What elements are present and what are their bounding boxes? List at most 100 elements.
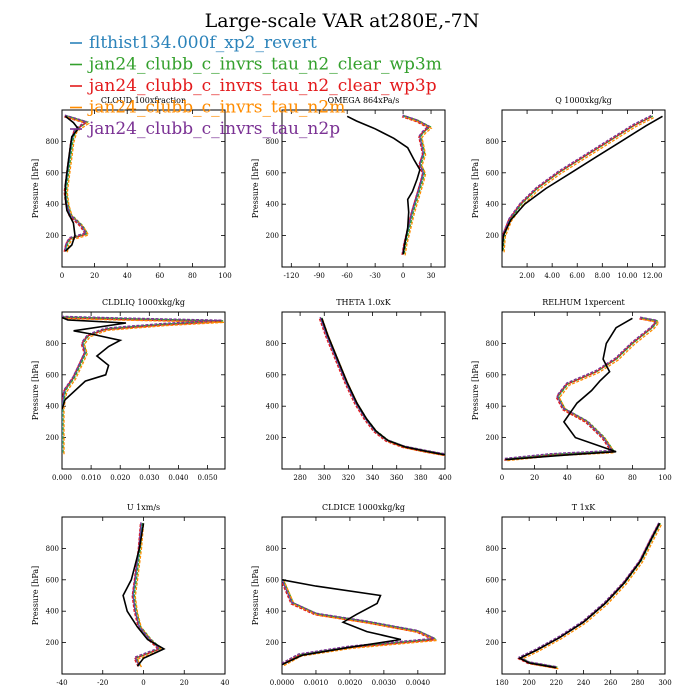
y-tick-label: 800 xyxy=(266,138,279,146)
series-line-control xyxy=(62,316,127,410)
series-line-jan24-clubb-c-invrs-tau-n2m xyxy=(134,524,164,668)
x-tick-label: 12.00 xyxy=(642,272,662,280)
plot-frame xyxy=(61,109,226,268)
series-line-control xyxy=(517,522,661,669)
figure-title: Large-scale VAR at280E,-7N xyxy=(205,10,480,32)
plot-frame xyxy=(61,311,226,470)
y-tick-label: 400 xyxy=(486,608,499,616)
y-tick-label: 200 xyxy=(486,434,499,442)
y-tick-label: 800 xyxy=(486,545,499,553)
y-tick-label: 200 xyxy=(486,639,499,647)
y-tick-label: 600 xyxy=(46,371,59,379)
x-tick-label: 400 xyxy=(438,474,451,482)
y-tick-label: 800 xyxy=(266,340,279,348)
x-tick-label: -20 xyxy=(97,679,108,687)
panel-cldice: CLDICE 1000xkg/kg Pressure [hPa] 200 400 600… xyxy=(251,503,446,687)
x-tick-label: 0 xyxy=(401,272,405,280)
x-tick-label: 320 xyxy=(342,474,355,482)
series-line-jan24-clubb-c-invrs-tau-n2p xyxy=(401,114,430,254)
y-tick-label: 200 xyxy=(46,232,59,240)
plot-frame xyxy=(501,109,666,268)
x-tick-label: 0.010 xyxy=(81,474,101,482)
panel-title: CLDICE 1000xkg/kg xyxy=(322,503,405,512)
series-line-jan24-clubb-c-invrs-tau-n2-clear-wp3m xyxy=(321,317,445,455)
y-axis-label: Pressure [hPa] xyxy=(31,566,40,626)
y-tick-label: 800 xyxy=(266,545,279,553)
legend: flthist134.000f_xp2_revertjan24_clubb_c_… xyxy=(70,33,442,139)
panel-u: U 1xm/s Pressure [hPa] 200 400 600 800 -40 -20 0… xyxy=(31,503,229,687)
x-tick-label: 340 xyxy=(366,474,379,482)
x-tick-label: 100 xyxy=(218,272,231,280)
y-tick-label: 200 xyxy=(266,639,279,647)
series-line-jan24-clubb-c-invrs-tau-n2-clear-wp3m xyxy=(62,316,224,453)
panel-title: CLDLIQ 1000xkg/kg xyxy=(102,298,185,307)
x-tick-label: 0 xyxy=(500,474,504,482)
y-axis-label: Pressure [hPa] xyxy=(31,159,40,219)
x-tick-label: 60 xyxy=(595,474,604,482)
y-tick-label: 600 xyxy=(266,169,279,177)
series-line-jan24-clubb-c-invrs-tau-n2p xyxy=(502,114,653,251)
x-tick-label: 40 xyxy=(123,272,132,280)
series-line-control xyxy=(122,523,166,667)
x-tick-label: -40 xyxy=(56,679,67,687)
series-line-jan24-clubb-c-invrs-tau-n2p xyxy=(132,522,161,666)
x-tick-label: 260 xyxy=(604,679,617,687)
x-tick-label: 0.0000 xyxy=(270,679,295,687)
series-line-flthist134-000f-xp2-revert xyxy=(518,522,661,669)
series-lines xyxy=(62,315,225,455)
y-tick-label: 600 xyxy=(486,169,499,177)
y-tick-label: 600 xyxy=(266,371,279,379)
panel-title: T 1xK xyxy=(572,503,596,512)
y-tick-label: 200 xyxy=(266,232,279,240)
x-tick-label: 2.00 xyxy=(519,272,535,280)
x-tick-label: 0.0040 xyxy=(406,679,431,687)
x-tick-label: 200 xyxy=(522,679,535,687)
panel-q: Q 1000xkg/kg Pressure [hPa] 200 400 600 800 2.… xyxy=(471,96,666,280)
series-line-control xyxy=(321,318,445,456)
x-tick-label: 40 xyxy=(221,679,230,687)
x-tick-label: 80 xyxy=(628,474,637,482)
x-tick-label: 0 xyxy=(141,679,145,687)
panel-t: T 1xK 200 400 600 800 180 200 220 240 260 280 300 xyxy=(486,503,672,687)
series-line-control xyxy=(346,115,421,255)
x-tick-label: 0.050 xyxy=(198,474,218,482)
y-tick-label: 400 xyxy=(46,608,59,616)
series-line-jan24-clubb-c-invrs-tau-n2p xyxy=(62,315,222,453)
y-axis-label: Pressure [hPa] xyxy=(251,566,260,626)
panel-title: OMEGA 864xPa/s xyxy=(328,96,400,105)
x-tick-label: 220 xyxy=(550,679,563,687)
x-tick-label: 4.00 xyxy=(544,272,560,280)
series-lines xyxy=(318,316,445,457)
series-line-jan24-clubb-c-invrs-tau-n2m xyxy=(520,523,663,670)
y-tick-label: 200 xyxy=(46,434,59,442)
panel-omega: OMEGA 864xPa/s Pressure [hPa] 200 400 600 800… xyxy=(251,96,446,280)
x-tick-label: 300 xyxy=(658,679,671,687)
series-lines xyxy=(122,522,166,668)
x-tick-label: 20 xyxy=(530,474,539,482)
series-line-control xyxy=(502,115,663,252)
x-tick-label: 20 xyxy=(180,679,189,687)
series-line-jan24-clubb-c-invrs-tau-n2p xyxy=(319,316,445,455)
plot-frame xyxy=(501,516,666,675)
y-axis-label: Pressure [hPa] xyxy=(471,159,480,219)
y-axis-label: Pressure [hPa] xyxy=(471,361,480,421)
series-line-jan24-clubb-c-invrs-tau-n2p xyxy=(282,578,437,664)
series-line-jan24-clubb-c-invrs-tau-n2m xyxy=(321,319,445,457)
plot-frame xyxy=(61,516,226,675)
series-lines xyxy=(282,578,440,667)
series-line-jan24-clubb-c-invrs-tau-n2p xyxy=(504,316,658,460)
y-tick-label: 400 xyxy=(46,201,59,209)
y-tick-label: 600 xyxy=(46,576,59,584)
x-tick-label: 0.0010 xyxy=(304,679,329,687)
y-tick-label: 400 xyxy=(266,608,279,616)
y-tick-label: 600 xyxy=(486,371,499,379)
y-tick-label: 200 xyxy=(486,232,499,240)
x-tick-label: 30 xyxy=(427,272,436,280)
panel-title: Q 1000xkg/kg xyxy=(555,96,612,105)
panel-title: CLOUD 100xfraction xyxy=(101,96,186,105)
x-tick-label: 10.00 xyxy=(617,272,637,280)
